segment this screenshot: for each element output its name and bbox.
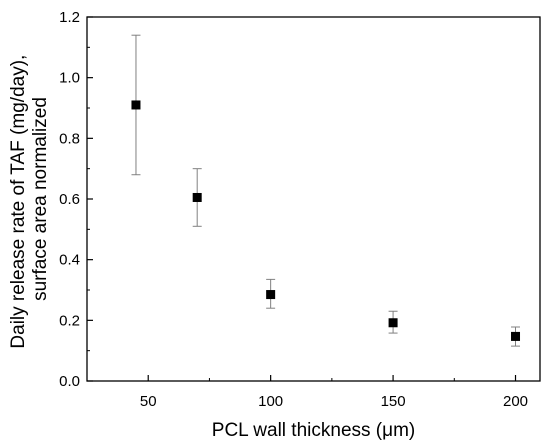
data-point bbox=[192, 192, 202, 202]
x-axis-title: PCL wall thickness (μm) bbox=[212, 420, 415, 441]
y-tick-label: 0.2 bbox=[59, 312, 80, 329]
data-points bbox=[131, 100, 521, 341]
plot-frame bbox=[86, 16, 541, 382]
y-tick-label: 0.4 bbox=[59, 252, 80, 269]
y-tick-label: 0.8 bbox=[59, 130, 80, 147]
y-axis-title: Daily release rate of TAF (mg/day), surf… bbox=[8, 49, 51, 348]
x-axis: 50 100 150 200 bbox=[140, 375, 528, 410]
y-axis: 0.0 0.2 0.4 0.6 0.8 1.0 1.2 bbox=[59, 9, 93, 390]
x-tick-label: 50 bbox=[140, 393, 157, 410]
x-tick-label: 150 bbox=[381, 393, 406, 410]
plot-area bbox=[86, 16, 541, 382]
error-bars bbox=[131, 34, 521, 347]
y-axis-title-line-2: surface area normalized bbox=[30, 97, 51, 301]
data-point bbox=[511, 331, 521, 341]
y-axis-title-line-1: Daily release rate of TAF (mg/day), bbox=[8, 55, 29, 349]
y-tick-label: 1.2 bbox=[59, 9, 80, 26]
x-tick-label: 100 bbox=[258, 393, 283, 410]
y-tick-label: 1.0 bbox=[59, 70, 80, 87]
x-tick-label: 200 bbox=[503, 393, 528, 410]
data-point bbox=[388, 318, 398, 328]
data-point bbox=[266, 290, 276, 300]
y-tick-label: 0.0 bbox=[59, 373, 80, 390]
y-tick-label: 0.6 bbox=[59, 191, 80, 208]
data-point bbox=[131, 100, 141, 110]
